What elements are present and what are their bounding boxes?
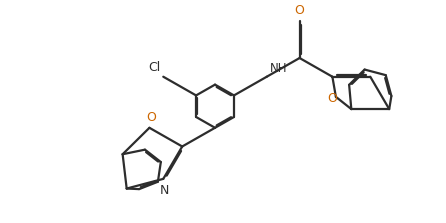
Text: Cl: Cl bbox=[148, 61, 160, 74]
Text: NH: NH bbox=[270, 62, 287, 75]
Text: O: O bbox=[327, 92, 337, 105]
Text: N: N bbox=[160, 184, 169, 197]
Text: O: O bbox=[146, 111, 157, 124]
Text: O: O bbox=[295, 4, 305, 17]
